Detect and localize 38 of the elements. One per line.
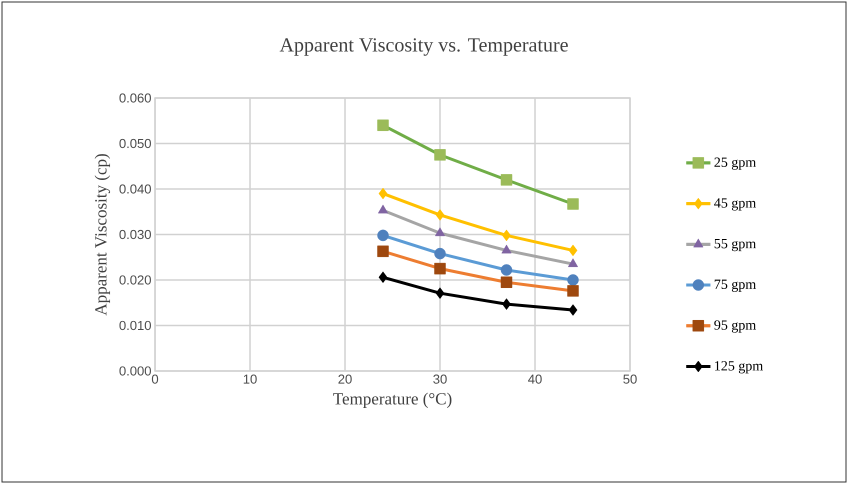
point [568,304,578,316]
point [436,287,444,299]
point [377,120,389,132]
y-axis-title: Apparent Viscosity (cp) [94,154,110,316]
legend-label: 25 gpm [714,158,756,170]
x-tick-label: 20 [338,374,352,384]
point [568,244,578,256]
point [377,230,389,242]
legend-label: 75 gpm [714,280,756,292]
x-tick-label: 0 [152,374,158,384]
y-tick-label: 0.030 [119,230,151,240]
point [500,264,512,276]
point [500,174,512,186]
y-tick-label: 0.000 [119,366,151,376]
legend-label: 55 gpm [714,239,756,252]
point [502,298,511,310]
point [378,272,388,284]
y-tick-label: 0.040 [119,184,151,194]
y-tick-label: 0.050 [119,138,151,148]
y-tick-label: 0.010 [119,320,151,330]
legend-label: 95 gpm [714,320,756,333]
legend-label: 125 gpm [715,361,763,374]
point [436,209,444,221]
x-tick-label: 10 [244,374,257,384]
chart-title: Apparent Viscosity vs. Temperature [280,38,568,56]
point [434,248,446,260]
y-tick-label: 0.020 [119,275,151,285]
point [567,274,579,286]
point [378,188,388,200]
x-tick-label: 50 [623,374,637,384]
point [567,198,579,210]
x-tick-label: 40 [528,374,542,384]
y-tick-label: 0.060 [119,93,151,103]
x-axis-title: Temperature (°C) [333,392,452,408]
legend-label: 45 gpm [714,198,756,211]
point [502,230,511,242]
x-tick-label: 30 [433,374,447,384]
point [434,149,446,161]
